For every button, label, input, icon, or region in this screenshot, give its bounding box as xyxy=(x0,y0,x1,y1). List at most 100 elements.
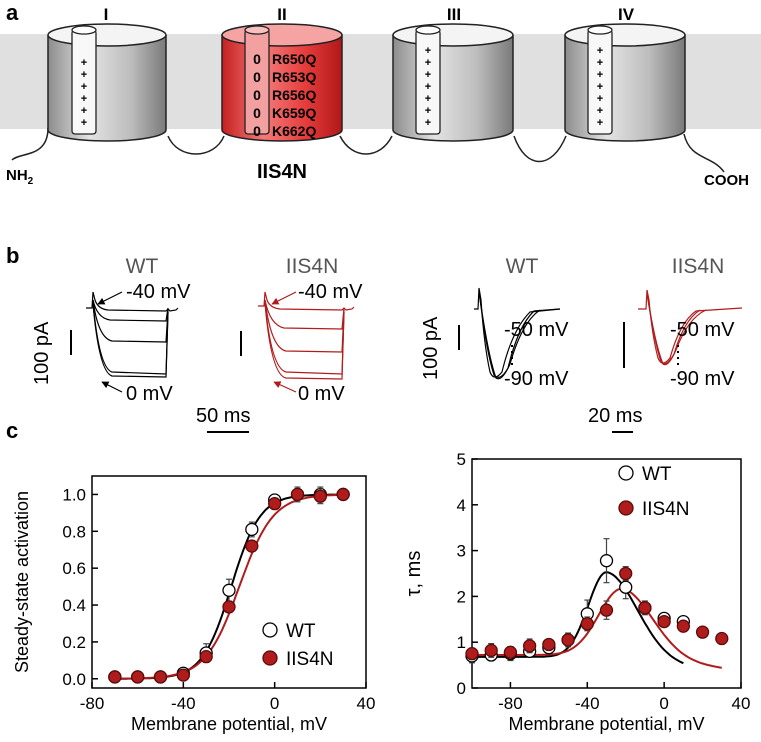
trace xyxy=(92,303,169,378)
x-tick-label: -40 xyxy=(575,694,600,713)
data-point-mutant xyxy=(153,670,168,684)
panel-a-label: a xyxy=(6,0,19,25)
x-tick-label: -80 xyxy=(498,694,523,713)
charge-plus: + xyxy=(597,93,603,105)
data-point-mutant xyxy=(199,650,213,664)
data-point-wt xyxy=(619,580,633,594)
charge-plus: + xyxy=(597,117,603,129)
domain-iv-numeral: IV xyxy=(618,5,635,24)
charge-plus: + xyxy=(81,93,87,105)
y-tick-label: 0.8 xyxy=(62,522,86,541)
panel-c-label: c xyxy=(6,418,18,443)
y-tick-label: 5 xyxy=(457,450,466,469)
charge-plus: + xyxy=(81,57,87,69)
data-point-mutant xyxy=(542,637,556,652)
voltage-bottom-wt: 0 mV xyxy=(126,383,173,405)
domain-i-cylinder xyxy=(47,35,167,142)
charge-plus: + xyxy=(81,117,87,129)
panel-a: a I + + + + + + II xyxy=(0,0,761,189)
mutation-label: K659Q xyxy=(272,105,316,121)
x-tick-label: 0 xyxy=(659,694,668,713)
data-point-mutant xyxy=(580,617,594,631)
legend-marker xyxy=(618,500,634,516)
charge-plus: + xyxy=(597,81,603,93)
trace xyxy=(478,289,561,378)
data-point-mutant xyxy=(599,603,614,617)
plot-frame xyxy=(471,458,742,689)
y-axis-label: τ, ms xyxy=(403,551,425,597)
x-axis-label: Membrane potential, mV xyxy=(131,714,327,734)
time-scale-label: 50 ms xyxy=(196,405,250,427)
current-scale-label: 100 pA xyxy=(31,321,53,385)
n-terminus-tail xyxy=(11,127,49,161)
n-terminus-label: NH2 xyxy=(6,167,34,187)
legend-label: IIS4N xyxy=(286,649,334,670)
panel-b: b WT IIS4N -40 mV 0 mV 100 pA 50 ms xyxy=(6,243,743,433)
domain-ii-s4-top xyxy=(244,25,270,35)
y-tick-label: 0.6 xyxy=(62,559,86,578)
voltage-bottom-mutant: 0 mV xyxy=(298,383,345,405)
time-constant-chart: -80 -40 0 40 0 1 2 3 4 5 Membrane potential, mV τ, … xyxy=(403,450,750,734)
y-tick-label: 0.0 xyxy=(62,670,86,689)
trace xyxy=(478,291,541,380)
charge-plus: + xyxy=(81,69,87,81)
trace xyxy=(264,299,345,353)
charge-plus: + xyxy=(425,57,431,69)
c-terminus-label: COOH xyxy=(704,172,749,189)
x-tick-label: -80 xyxy=(80,694,105,713)
data-point-mutant xyxy=(313,489,327,503)
domain-iii-numeral: III xyxy=(447,5,461,24)
arrow-bottom-wt xyxy=(101,381,123,393)
charge-plus: + xyxy=(425,117,431,129)
legend-marker xyxy=(262,650,278,666)
data-point-mutant xyxy=(619,566,633,581)
y-tick-label: 2 xyxy=(457,587,466,606)
legend-label: WT xyxy=(286,621,316,642)
plot-frame xyxy=(91,475,367,689)
voltage-top-wt-right: -50 mV xyxy=(504,319,569,341)
domain-i-top xyxy=(47,23,167,47)
domain-i: I + + + + + + xyxy=(47,5,167,142)
domain-i-numeral: I xyxy=(104,5,109,24)
wt-deactivation-traces xyxy=(474,287,561,380)
trace xyxy=(92,301,169,375)
y-axis-label: Steady-state activation xyxy=(12,491,32,673)
mutation-label: R650Q xyxy=(272,51,316,67)
voltage-bottom-mutant-right: -90 mV xyxy=(670,368,735,390)
data-point-mutant xyxy=(503,645,518,659)
charge-plus: + xyxy=(425,69,431,81)
data-point-wt xyxy=(222,583,236,597)
mutant-activation-traces xyxy=(258,291,355,380)
fit-curve-mutant xyxy=(114,493,344,680)
mutation-label: K662Q xyxy=(272,123,316,139)
domain-iv-cylinder xyxy=(564,35,686,142)
y-tick-label: 3 xyxy=(457,542,466,561)
data-point-mutant xyxy=(108,670,122,684)
domain-iv: IV + + + + + + + xyxy=(564,5,686,142)
mutant-deactivation-traces xyxy=(638,289,743,366)
voltage-top-mutant: -40 mV xyxy=(298,281,363,303)
data-point-mutant xyxy=(268,497,282,511)
panel-b-label: b xyxy=(6,243,19,268)
data-point-mutant xyxy=(222,600,236,614)
charge-plus: + xyxy=(425,105,431,117)
mutation-label: R656Q xyxy=(272,87,316,103)
mutant-title-left: IIS4N xyxy=(286,255,339,278)
voltage-top-wt: -40 mV xyxy=(126,281,191,303)
domain-iv-top xyxy=(564,23,686,47)
linker-ii-iii xyxy=(339,135,393,155)
data-point-mutant xyxy=(131,670,145,684)
y-tick-label: 4 xyxy=(457,496,466,515)
mutation-label: R653Q xyxy=(272,69,316,85)
charge-plus: + xyxy=(597,69,603,81)
voltage-bottom-wt-right: -90 mV xyxy=(504,368,569,390)
data-point-mutant xyxy=(336,487,350,502)
data-point-mutant xyxy=(465,647,479,661)
legend-label: IIS4N xyxy=(642,499,690,520)
domain-iii-s4-top xyxy=(415,25,441,35)
mutant-name: IIS4N xyxy=(257,161,307,183)
charge-plus: + xyxy=(597,57,603,69)
voltage-top-mutant-right: -50 mV xyxy=(670,319,735,341)
x-tick-label: -40 xyxy=(171,694,196,713)
data-point-mutant xyxy=(695,625,710,639)
